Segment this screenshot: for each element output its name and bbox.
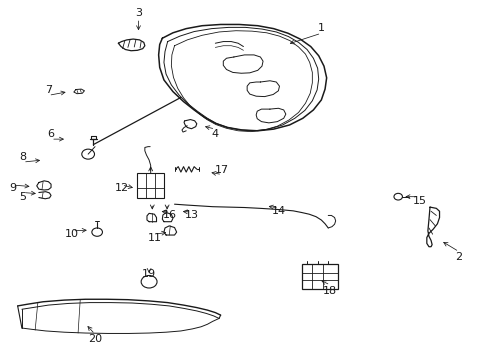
Text: 12: 12 [114,183,128,193]
Text: 18: 18 [323,285,337,296]
Text: 10: 10 [65,229,79,239]
Bar [137,173,163,198]
Text: 20: 20 [88,334,102,344]
Text: 13: 13 [184,211,198,220]
Text: 7: 7 [45,85,52,95]
Text: 9: 9 [9,183,16,193]
Text: 6: 6 [47,129,55,139]
Text: 15: 15 [411,196,426,206]
Text: 3: 3 [135,8,142,18]
Text: 5: 5 [20,192,26,202]
Text: 14: 14 [271,206,285,216]
Text: 11: 11 [147,233,161,243]
Text: 17: 17 [215,165,229,175]
Bar [301,264,337,289]
Text: 1: 1 [317,23,324,33]
Text: 8: 8 [20,152,26,162]
Text: 4: 4 [211,129,219,139]
Text: 16: 16 [163,211,177,220]
Text: 19: 19 [142,269,156,279]
Text: 2: 2 [455,252,462,262]
